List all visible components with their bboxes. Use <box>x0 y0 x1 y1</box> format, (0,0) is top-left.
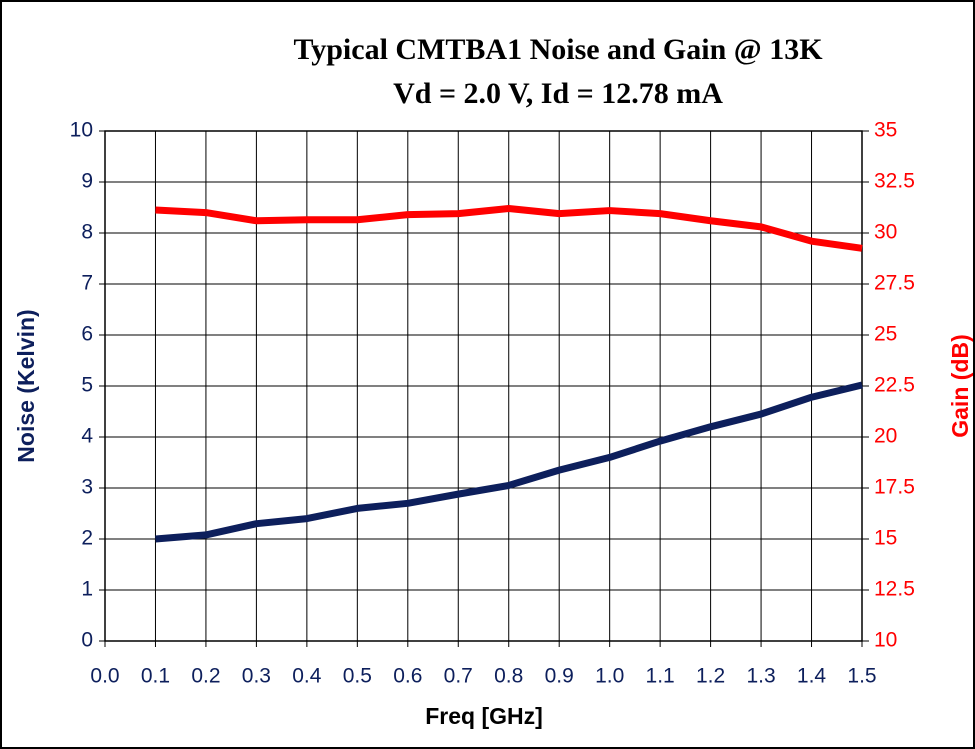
x-tick-label: 1.2 <box>696 665 725 688</box>
y2-tick-label: 27.5 <box>874 272 915 295</box>
x-tick-label: 1.5 <box>847 665 876 688</box>
chart-subtitle: Vd = 2.0 V, Id = 12.78 mA <box>393 77 723 110</box>
x-tick-label: 0.8 <box>494 665 523 688</box>
y-axis-label: Noise (Kelvin) <box>13 309 39 462</box>
y2-tick-label: 25 <box>874 323 897 346</box>
x-tick-label: 1.3 <box>746 665 775 688</box>
y-tick-label: 6 <box>81 323 93 346</box>
y-tick-label: 9 <box>81 170 93 193</box>
y-tick-label: 3 <box>81 476 93 499</box>
x-tick-label: 0.9 <box>545 665 574 688</box>
x-tick-label: 0.7 <box>444 665 473 688</box>
y2-tick-label: 22.5 <box>874 374 915 397</box>
x-tick-label: 0.3 <box>242 665 271 688</box>
y-tick-label: 4 <box>81 425 93 448</box>
x-tick-label: 1.0 <box>595 665 624 688</box>
x-tick-label: 1.1 <box>646 665 675 688</box>
x-tick-label: 0.2 <box>191 665 220 688</box>
series-line <box>155 205 863 252</box>
y-tick-label: 7 <box>81 272 93 295</box>
series-line <box>155 381 863 543</box>
x-tick-label: 0.6 <box>393 665 422 688</box>
x-tick-label: 1.4 <box>797 665 827 688</box>
y-tick-label: 0 <box>81 629 93 652</box>
x-axis-label: Freq [GHz] <box>425 703 543 729</box>
y-tick-label: 8 <box>81 221 93 244</box>
y2-tick-label: 10 <box>874 629 897 652</box>
y2-tick-label: 12.5 <box>874 578 915 601</box>
x-tick-label: 0.5 <box>343 665 372 688</box>
y2-tick-label: 35 <box>874 119 897 142</box>
y-tick-label: 2 <box>81 527 93 550</box>
y2-tick-label: 20 <box>874 425 897 448</box>
y-tick-label: 1 <box>81 578 93 601</box>
x-tick-label: 0.4 <box>292 665 322 688</box>
y2-axis-label: Gain (dB) <box>947 334 973 438</box>
y2-tick-label: 15 <box>874 527 897 550</box>
y-tick-label: 10 <box>70 119 93 142</box>
y2-tick-label: 32.5 <box>874 170 915 193</box>
y-tick-label: 5 <box>81 374 93 397</box>
y2-tick-label: 17.5 <box>874 476 915 499</box>
y2-tick-label: 30 <box>874 221 897 244</box>
x-tick-label: 0.1 <box>141 665 170 688</box>
x-tick-label: 0.0 <box>90 665 119 688</box>
chart-title: Typical CMTBA1 Noise and Gain @ 13K <box>293 33 823 66</box>
